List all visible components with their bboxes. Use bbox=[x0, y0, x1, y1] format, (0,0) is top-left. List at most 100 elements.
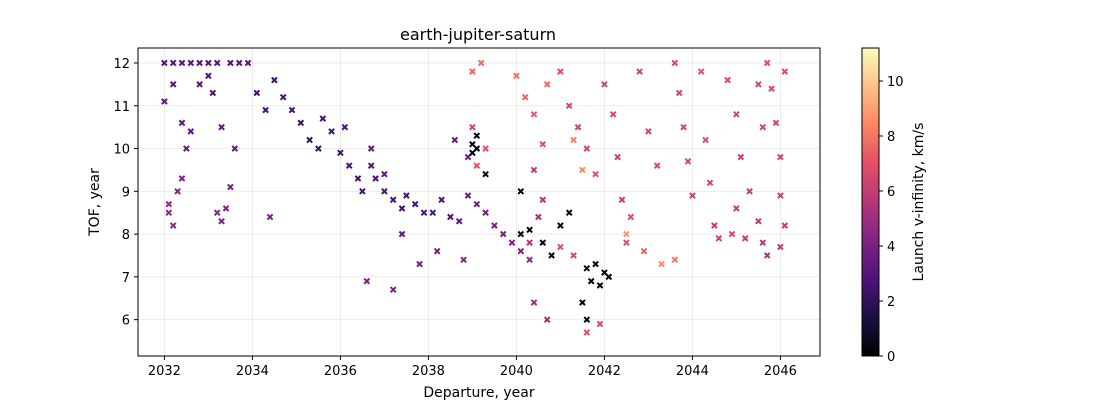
data-point-marker bbox=[741, 235, 749, 242]
data-point-marker bbox=[579, 166, 586, 174]
data-point-marker bbox=[759, 123, 767, 131]
data-point-marker bbox=[508, 239, 516, 246]
data-point-marker bbox=[623, 230, 630, 238]
data-point-marker bbox=[583, 145, 591, 152]
plot-frame bbox=[137, 47, 821, 357]
data-point-marker bbox=[535, 213, 542, 221]
y-tick-label: 6 bbox=[122, 314, 130, 329]
data-point-marker bbox=[473, 132, 481, 140]
data-point-marker bbox=[583, 264, 591, 272]
x-tick-label: 2032 bbox=[148, 364, 181, 379]
data-point-marker bbox=[213, 209, 221, 217]
data-point-marker bbox=[658, 260, 665, 268]
data-point-marker bbox=[447, 213, 454, 221]
data-point-marker bbox=[772, 119, 780, 127]
data-point-marker bbox=[482, 209, 489, 217]
data-point-marker bbox=[640, 247, 648, 255]
data-point-marker bbox=[521, 93, 529, 101]
data-point-marker bbox=[429, 209, 437, 217]
data-point-marker bbox=[777, 153, 784, 161]
data-point-marker bbox=[557, 68, 564, 75]
data-point-marker bbox=[161, 59, 168, 67]
data-point-marker bbox=[403, 192, 410, 199]
data-point-marker bbox=[526, 239, 533, 246]
colorbar-label: Launch v-infinity, km/s bbox=[911, 123, 927, 282]
data-point-marker bbox=[746, 187, 753, 195]
y-tick-label: 10 bbox=[113, 143, 130, 158]
data-point-marker bbox=[469, 149, 476, 157]
y-tick-label: 8 bbox=[122, 228, 130, 243]
data-point-marker bbox=[543, 316, 551, 323]
data-point-marker bbox=[218, 217, 225, 225]
data-point-marker bbox=[288, 106, 296, 114]
data-point-marker bbox=[697, 68, 705, 75]
data-point-marker bbox=[627, 213, 635, 221]
data-point-marker bbox=[227, 183, 234, 191]
data-point-marker bbox=[416, 260, 423, 268]
data-point-marker bbox=[733, 110, 740, 118]
colorbar-tick-label: 10 bbox=[887, 75, 904, 90]
data-point-marker bbox=[174, 187, 181, 195]
x-axis-ticks: 2032 2034 2036 2038 2040 2042 2044 2046 bbox=[148, 356, 797, 379]
data-point-marker bbox=[583, 329, 591, 336]
data-point-marker bbox=[583, 316, 591, 323]
data-point-marker bbox=[297, 119, 305, 127]
data-point-marker bbox=[473, 145, 481, 152]
data-point-marker bbox=[381, 170, 388, 178]
data-point-marker bbox=[455, 217, 463, 225]
colorbar-ticks: 0 2 4 6 8 10 bbox=[879, 75, 904, 365]
data-point-marker bbox=[517, 247, 525, 255]
data-point-marker bbox=[319, 115, 327, 122]
data-point-marker bbox=[777, 192, 784, 199]
data-point-marker bbox=[491, 222, 498, 229]
data-point-marker bbox=[526, 256, 533, 264]
data-point-marker bbox=[557, 222, 564, 229]
data-point-marker bbox=[187, 59, 195, 67]
data-point-marker bbox=[464, 153, 472, 161]
data-point-marker bbox=[530, 299, 538, 306]
data-point-marker bbox=[702, 136, 709, 144]
y-tick-label: 11 bbox=[113, 100, 130, 115]
data-point-marker bbox=[169, 81, 177, 88]
y-tick-label: 7 bbox=[122, 271, 130, 286]
data-point-marker bbox=[565, 209, 573, 217]
data-point-marker bbox=[680, 123, 687, 131]
data-point-marker bbox=[209, 89, 217, 97]
data-point-marker bbox=[183, 145, 190, 152]
data-point-marker bbox=[205, 72, 212, 80]
data-point-marker bbox=[244, 59, 252, 67]
data-point-marker bbox=[460, 256, 467, 264]
data-point-marker bbox=[165, 200, 173, 208]
data-point-marker bbox=[499, 230, 507, 238]
data-point-marker bbox=[178, 175, 186, 182]
data-point-marker bbox=[781, 68, 789, 75]
data-point-marker bbox=[671, 256, 679, 264]
data-point-marker bbox=[306, 136, 313, 144]
data-point-marker bbox=[473, 162, 481, 169]
data-point-marker bbox=[539, 140, 547, 148]
x-tick-label: 2038 bbox=[412, 364, 445, 379]
data-point-marker bbox=[768, 85, 775, 92]
data-point-marker bbox=[205, 59, 212, 67]
data-point-marker bbox=[271, 76, 278, 84]
data-point-marker bbox=[548, 252, 555, 259]
data-point-marker bbox=[715, 235, 723, 242]
data-point-marker bbox=[614, 153, 621, 161]
data-point-marker bbox=[473, 200, 481, 208]
chart-title: earth-jupiter-saturn bbox=[400, 25, 556, 44]
data-point-marker bbox=[315, 145, 322, 152]
x-tick-label: 2042 bbox=[588, 364, 621, 379]
data-point-marker bbox=[438, 196, 445, 204]
data-point-marker bbox=[570, 252, 577, 259]
data-point-marker bbox=[213, 59, 221, 67]
data-point-marker bbox=[165, 209, 173, 217]
data-point-marker bbox=[623, 239, 630, 246]
x-tick-label: 2034 bbox=[236, 364, 269, 379]
data-point-marker bbox=[579, 299, 586, 306]
data-point-marker bbox=[526, 226, 533, 234]
colorbar-tick-label: 4 bbox=[887, 240, 895, 255]
data-point-marker bbox=[477, 59, 485, 67]
data-point-marker bbox=[570, 136, 577, 144]
data-point-marker bbox=[354, 175, 362, 182]
